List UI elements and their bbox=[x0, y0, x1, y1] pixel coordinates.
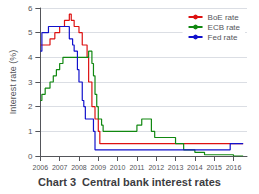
svg-text:6: 6 bbox=[28, 4, 33, 13]
svg-text:3: 3 bbox=[28, 78, 33, 87]
svg-text:2: 2 bbox=[28, 102, 33, 111]
svg-text:1: 1 bbox=[28, 127, 33, 136]
svg-text:Fed rate: Fed rate bbox=[208, 33, 238, 42]
svg-text:2007: 2007 bbox=[52, 164, 68, 171]
svg-text:2013: 2013 bbox=[168, 164, 184, 171]
svg-text:2012: 2012 bbox=[148, 164, 164, 171]
svg-text:2008: 2008 bbox=[71, 164, 87, 171]
svg-text:ECB rate: ECB rate bbox=[208, 23, 241, 32]
svg-text:2006: 2006 bbox=[33, 164, 49, 171]
svg-text:0: 0 bbox=[28, 152, 33, 161]
svg-text:2011: 2011 bbox=[129, 164, 144, 171]
svg-text:2014: 2014 bbox=[187, 164, 203, 171]
svg-text:5: 5 bbox=[28, 28, 33, 37]
svg-text:Interest rate (%): Interest rate (%) bbox=[8, 50, 18, 115]
svg-text:2009: 2009 bbox=[90, 164, 106, 171]
svg-text:2016: 2016 bbox=[226, 164, 242, 171]
svg-text:2010: 2010 bbox=[110, 164, 126, 171]
svg-text:Chart 3 Central bank interest: Chart 3 Central bank interest rates bbox=[38, 176, 221, 188]
svg-text:4: 4 bbox=[28, 53, 33, 62]
svg-text:BoE rate: BoE rate bbox=[208, 13, 240, 22]
svg-text:2015: 2015 bbox=[206, 164, 222, 171]
